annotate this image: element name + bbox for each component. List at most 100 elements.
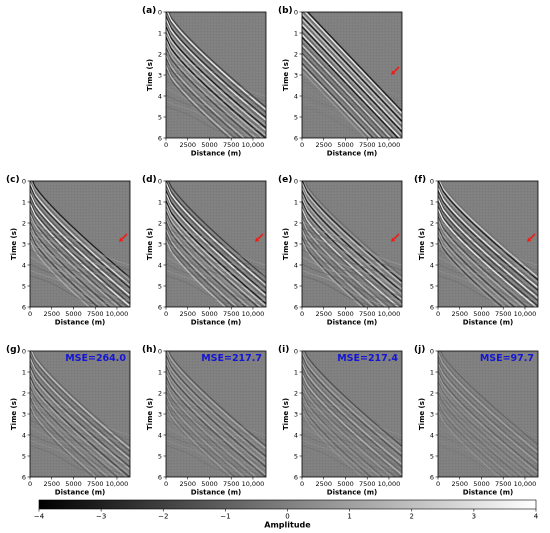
weak-event <box>166 270 255 307</box>
y-tick-label: 3 <box>158 410 162 418</box>
y-tick-label: 1 <box>294 368 298 376</box>
wavefront <box>166 47 255 138</box>
wavefront <box>302 200 402 303</box>
x-tick-label: 7500 <box>223 141 240 149</box>
wavefront <box>438 181 538 281</box>
colorbar-tick-label: 3 <box>472 513 476 521</box>
x-tick-label: 2500 <box>451 310 468 318</box>
weak-event <box>438 220 538 266</box>
weak-event <box>302 256 402 302</box>
y-axis-label: Time (s) <box>146 228 154 260</box>
weak-event <box>438 426 538 472</box>
weak-event <box>166 65 266 109</box>
weak-event <box>30 440 119 477</box>
wavefront <box>302 391 384 477</box>
y-tick-label: 0 <box>294 347 298 355</box>
wavefront <box>302 375 402 477</box>
arrow-marker <box>255 233 264 242</box>
y-axis-label: Time (s) <box>418 228 426 260</box>
wavefront <box>30 195 130 299</box>
arrow-marker <box>391 233 400 242</box>
wavefront <box>302 182 402 285</box>
colorbar-tick-label: 0 <box>285 513 289 521</box>
wavefront <box>304 181 402 277</box>
x-tick-label: 7500 <box>87 480 104 488</box>
y-tick-label: 6 <box>22 303 26 311</box>
wavefront <box>30 216 117 307</box>
wavefront <box>166 185 266 289</box>
colorbar-tick-label: −2 <box>158 513 168 521</box>
x-tick-label: 5000 <box>65 480 82 488</box>
wavefront <box>30 203 130 307</box>
wavefront <box>302 229 375 307</box>
wavefront <box>30 396 106 477</box>
wavefront <box>438 205 538 307</box>
x-tick-label: 2500 <box>179 310 196 318</box>
wavefront <box>438 370 538 472</box>
wavefront <box>302 396 378 477</box>
weak-event <box>166 263 266 307</box>
wavefront <box>166 357 266 460</box>
wavefield <box>30 181 130 307</box>
x-tick-label: 10,000 <box>378 310 401 318</box>
weak-event <box>438 270 527 307</box>
wavefront <box>302 370 402 473</box>
wavefront <box>302 351 402 450</box>
wavefront <box>438 407 504 477</box>
wavefront <box>302 221 384 307</box>
weak-event <box>438 408 538 455</box>
weak-event <box>302 94 402 138</box>
wavefront <box>302 47 389 138</box>
y-tick-label: 6 <box>294 134 298 142</box>
wavefront <box>304 12 402 115</box>
wavefield <box>30 351 130 477</box>
wavefront <box>30 229 102 307</box>
wavefront <box>166 383 258 477</box>
x-tick-label: 5000 <box>337 310 354 318</box>
wavefront <box>30 386 119 477</box>
y-axis-label: Time (s) <box>418 398 426 430</box>
wavefront <box>30 231 99 307</box>
weak-event <box>438 404 538 448</box>
x-tick-label: 10,000 <box>242 480 265 488</box>
y-tick-label: 3 <box>22 410 26 418</box>
wavefront <box>302 41 394 138</box>
x-tick-label: 2500 <box>315 141 332 149</box>
wavefront <box>166 34 266 137</box>
y-tick-label: 1 <box>294 29 298 37</box>
wavefront <box>438 181 538 278</box>
x-axis-label: Distance (m) <box>327 319 377 327</box>
weak-event <box>302 220 402 266</box>
wavefront <box>302 44 392 138</box>
wavefront <box>30 409 92 477</box>
weak-event <box>166 433 266 477</box>
x-tick-label: 0 <box>164 310 168 318</box>
weak-event <box>166 404 266 448</box>
wavefront <box>438 394 519 477</box>
y-tick-label: 3 <box>158 71 162 79</box>
wavefront <box>302 21 402 128</box>
y-tick-label: 6 <box>294 303 298 311</box>
panel-texture <box>166 181 266 307</box>
wavefront <box>306 12 402 112</box>
wavefront <box>302 31 402 138</box>
wavefront <box>302 357 402 460</box>
wavefront <box>30 234 96 307</box>
x-axis-label: Distance (m) <box>463 489 513 497</box>
weak-event <box>30 390 130 436</box>
y-tick-label: 1 <box>430 368 434 376</box>
wavefront <box>302 234 369 307</box>
weak-event <box>166 58 266 102</box>
weak-event <box>30 263 130 307</box>
wavefront <box>166 229 238 307</box>
wavefront <box>166 21 266 124</box>
panel-texture <box>166 351 266 477</box>
wavefront <box>438 368 538 469</box>
x-tick-label: 2500 <box>179 141 196 149</box>
panel-label: (j) <box>414 345 425 355</box>
wavefront <box>438 211 534 307</box>
wavefront <box>302 218 387 307</box>
